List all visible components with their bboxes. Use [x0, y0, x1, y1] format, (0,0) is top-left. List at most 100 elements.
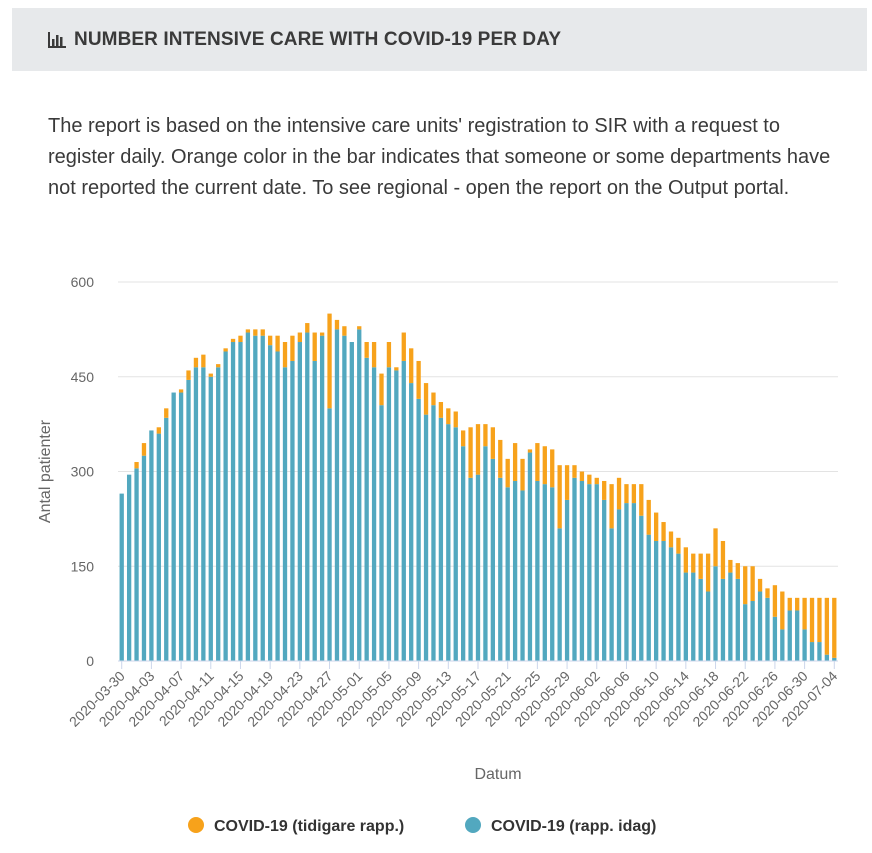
bar-previous	[401, 332, 406, 361]
bar-today	[728, 572, 733, 661]
bar-previous	[587, 474, 592, 485]
bar-previous	[743, 566, 748, 605]
bar-chart-icon	[48, 31, 66, 48]
bar-today	[201, 367, 206, 661]
bar-today	[275, 351, 280, 661]
bar-previous	[245, 329, 251, 333]
bar-today	[334, 329, 340, 661]
y-tick-label: 300	[71, 464, 95, 480]
bar-today	[661, 540, 666, 661]
bar-today	[186, 379, 191, 661]
bar-previous	[446, 408, 451, 425]
bar-previous	[631, 484, 637, 504]
bar-today	[780, 629, 785, 661]
bar-previous	[216, 364, 221, 368]
bar-today	[535, 480, 540, 661]
bar-today	[379, 405, 384, 661]
bar-today	[817, 642, 822, 661]
bar-previous	[260, 329, 265, 336]
bar-previous	[668, 531, 674, 548]
bar-today	[720, 578, 726, 661]
bar-today	[327, 408, 332, 661]
bar-today	[268, 345, 273, 661]
bar-today	[616, 509, 622, 661]
bar-today	[193, 367, 199, 661]
bar-previous	[268, 335, 273, 346]
bar-today	[802, 629, 807, 661]
bar-today	[527, 452, 533, 661]
bar-previous	[342, 326, 347, 336]
bar-previous	[208, 373, 213, 377]
bar-previous	[639, 484, 644, 516]
bar-today	[178, 392, 184, 661]
bar-today	[743, 604, 748, 661]
bar-previous	[772, 585, 778, 617]
bar-today	[260, 335, 265, 661]
y-tick-label: 150	[71, 558, 95, 574]
bar-previous	[230, 338, 236, 343]
bar-previous	[193, 357, 199, 368]
y-axis-title: Antal patienter	[37, 419, 54, 523]
bar-today	[809, 642, 815, 661]
bar-previous	[164, 408, 169, 418]
bar-previous	[490, 427, 495, 459]
bar-today	[357, 329, 362, 661]
legend-item-previous[interactable]: COVID-19 (tidigare rapp.)	[188, 817, 404, 835]
x-axis-title: Datum	[474, 766, 521, 783]
chart-card: NUMBER INTENSIVE CARE WITH COVID-19 PER …	[12, 8, 867, 853]
bar-today	[394, 370, 399, 661]
bar-previous	[453, 411, 458, 428]
bar-today	[216, 367, 221, 661]
bar-previous	[780, 591, 785, 630]
bar-today	[461, 446, 466, 661]
bar-today	[557, 528, 562, 661]
bar-today	[765, 597, 770, 661]
bar-today	[572, 477, 577, 661]
bar-today	[319, 335, 325, 661]
bar-previous	[371, 342, 377, 368]
bar-previous	[483, 424, 488, 447]
bar-today	[505, 487, 510, 661]
bar-today	[735, 578, 740, 661]
bar-today	[290, 360, 295, 661]
bar-today	[483, 446, 488, 661]
bar-previous	[624, 484, 629, 504]
bar-today	[631, 503, 637, 661]
bar-previous	[141, 443, 147, 456]
bar-previous	[735, 563, 740, 579]
bar-previous	[728, 559, 733, 573]
bar-previous	[498, 439, 503, 478]
legend-item-today[interactable]: COVID-19 (rapp. idag)	[465, 817, 656, 835]
bar-today	[787, 610, 792, 661]
bar-previous	[290, 335, 295, 361]
card-title: NUMBER INTENSIVE CARE WITH COVID-19 PER …	[74, 28, 562, 50]
bar-previous	[156, 427, 161, 434]
bar-today	[594, 484, 599, 661]
bar-today	[646, 534, 651, 661]
bar-previous	[809, 597, 815, 643]
bar-today	[468, 477, 473, 661]
bar-previous	[787, 597, 792, 611]
bar-previous	[468, 427, 473, 478]
bar-today	[676, 553, 681, 661]
bar-previous	[832, 597, 837, 658]
bar-today	[490, 458, 495, 661]
bar-today	[705, 591, 711, 661]
card-header: NUMBER INTENSIVE CARE WITH COVID-19 PER …	[12, 8, 867, 71]
chart-description: The report is based on the intensive car…	[48, 115, 831, 199]
bar-today	[668, 547, 674, 661]
bar-previous	[431, 392, 436, 406]
bar-today	[713, 566, 718, 661]
legend-marker	[188, 817, 204, 833]
bar-previous	[134, 462, 139, 469]
bar-previous	[817, 597, 822, 643]
bar-previous	[520, 458, 525, 491]
bar-previous	[653, 512, 659, 541]
bar-today	[164, 417, 169, 661]
bar-previous	[201, 354, 206, 368]
bar-previous	[312, 332, 317, 361]
bar-previous	[564, 465, 570, 500]
bar-previous	[275, 335, 280, 352]
bar-previous	[305, 323, 310, 333]
